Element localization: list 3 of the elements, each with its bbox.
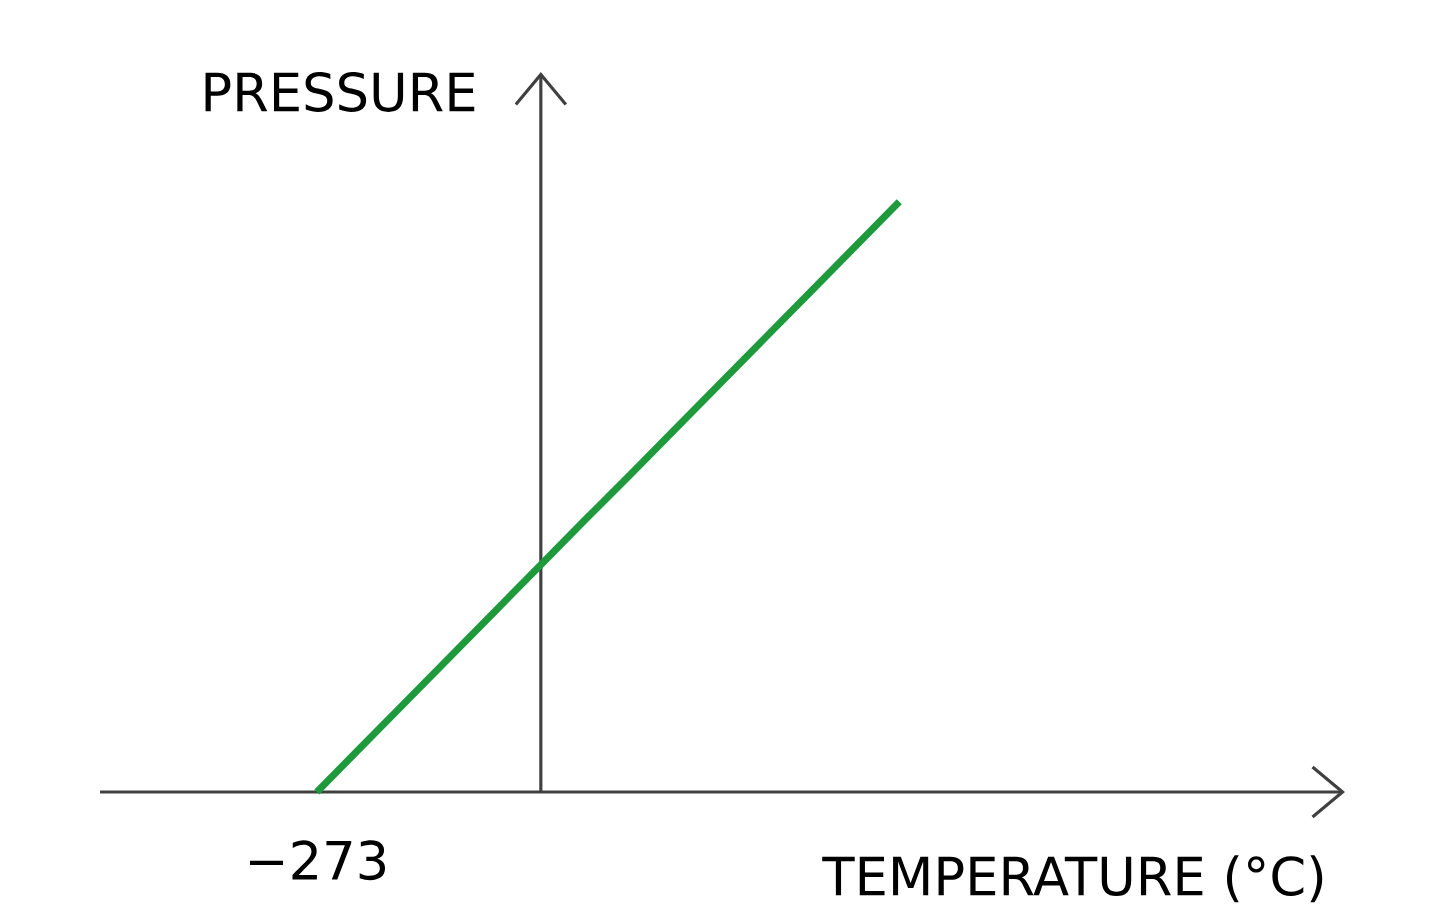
y-axis-title: PRESSURE	[205, 72, 475, 113]
x-axis-title: TEMPERATURE (°C)	[822, 855, 1323, 903]
text: −273	[250, 840, 385, 881]
